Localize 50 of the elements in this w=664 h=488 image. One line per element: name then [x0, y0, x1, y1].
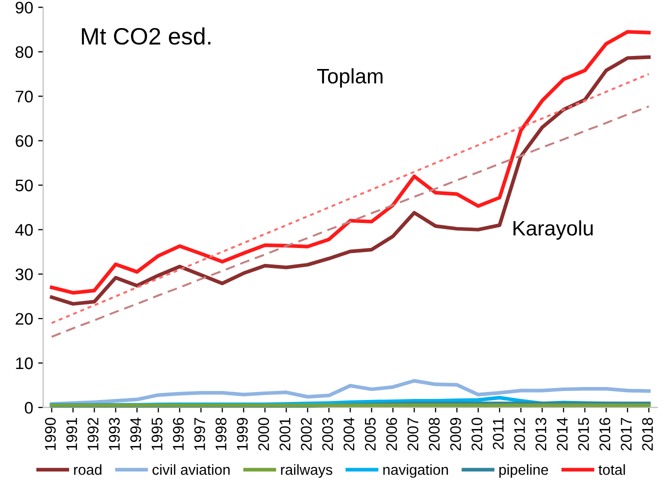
x-tick-label: 2016: [599, 418, 610, 450]
y-tick-label: 20: [16, 312, 33, 325]
x-tick-label: 2008: [428, 418, 440, 450]
y-tick-label: 0: [24, 402, 33, 414]
y-tick-label: 70: [16, 90, 33, 102]
x-tick-label: 2001: [280, 418, 290, 450]
x-tick-label: 1994: [130, 418, 142, 450]
line-series: [50, 105, 650, 338]
y-tick-label: 30: [16, 268, 33, 280]
legend-label: road: [74, 464, 102, 475]
x-tick-label: 2010: [472, 418, 482, 450]
x-tick-label: 2009: [450, 418, 461, 450]
x-tick-label: 1991: [66, 418, 78, 450]
legend-label: total: [598, 464, 625, 475]
annotation: Toplam: [317, 68, 382, 88]
x-tick-label: 2000: [258, 418, 270, 450]
x-tick-label: 1995: [152, 418, 162, 450]
x-tick-label: 2003: [322, 418, 334, 450]
x-tick-label: 2006: [386, 418, 398, 450]
legend-label: navigation: [383, 464, 448, 478]
x-tick-label: 1996: [172, 418, 184, 450]
legend-label: railways: [281, 464, 332, 478]
y-tick-label: 10: [16, 357, 33, 370]
x-tick-label: 2017: [620, 418, 632, 450]
y-tick-label: 80: [16, 46, 33, 58]
x-tick-label: 2015: [578, 418, 589, 450]
x-tick-label: 2014: [556, 418, 568, 450]
legend-label: civil aviation: [152, 464, 230, 475]
annotation: Karayolu: [514, 220, 593, 240]
x-tick-label: 2002: [300, 418, 312, 450]
legend-label: pipeline: [499, 464, 548, 478]
x-tick-label: 2013: [535, 418, 546, 450]
text: Mt CO2 esd.: [82, 27, 210, 45]
x-tick-label: 2011: [492, 418, 504, 450]
x-tick-label: 1990: [44, 418, 56, 450]
y-tick-label: 90: [16, 2, 33, 14]
y-tick-label: 60: [16, 135, 33, 147]
x-tick-label: 2007: [408, 418, 418, 450]
x-tick-label: 1993: [108, 418, 120, 450]
x-tick-label: 1999: [236, 418, 248, 450]
x-tick-label: 2005: [364, 418, 376, 450]
y-tick-label: 50: [16, 180, 33, 192]
x-tick-label: 1997: [194, 418, 206, 450]
x-tick-label: 1992: [88, 418, 98, 450]
x-tick-label: 2012: [514, 418, 525, 450]
line-series: [50, 379, 651, 406]
x-tick-label: 2004: [344, 418, 354, 450]
x-tick-label: 2018: [642, 418, 653, 450]
y-tick-label: 40: [15, 224, 33, 236]
x-tick-label: 1998: [216, 418, 226, 450]
